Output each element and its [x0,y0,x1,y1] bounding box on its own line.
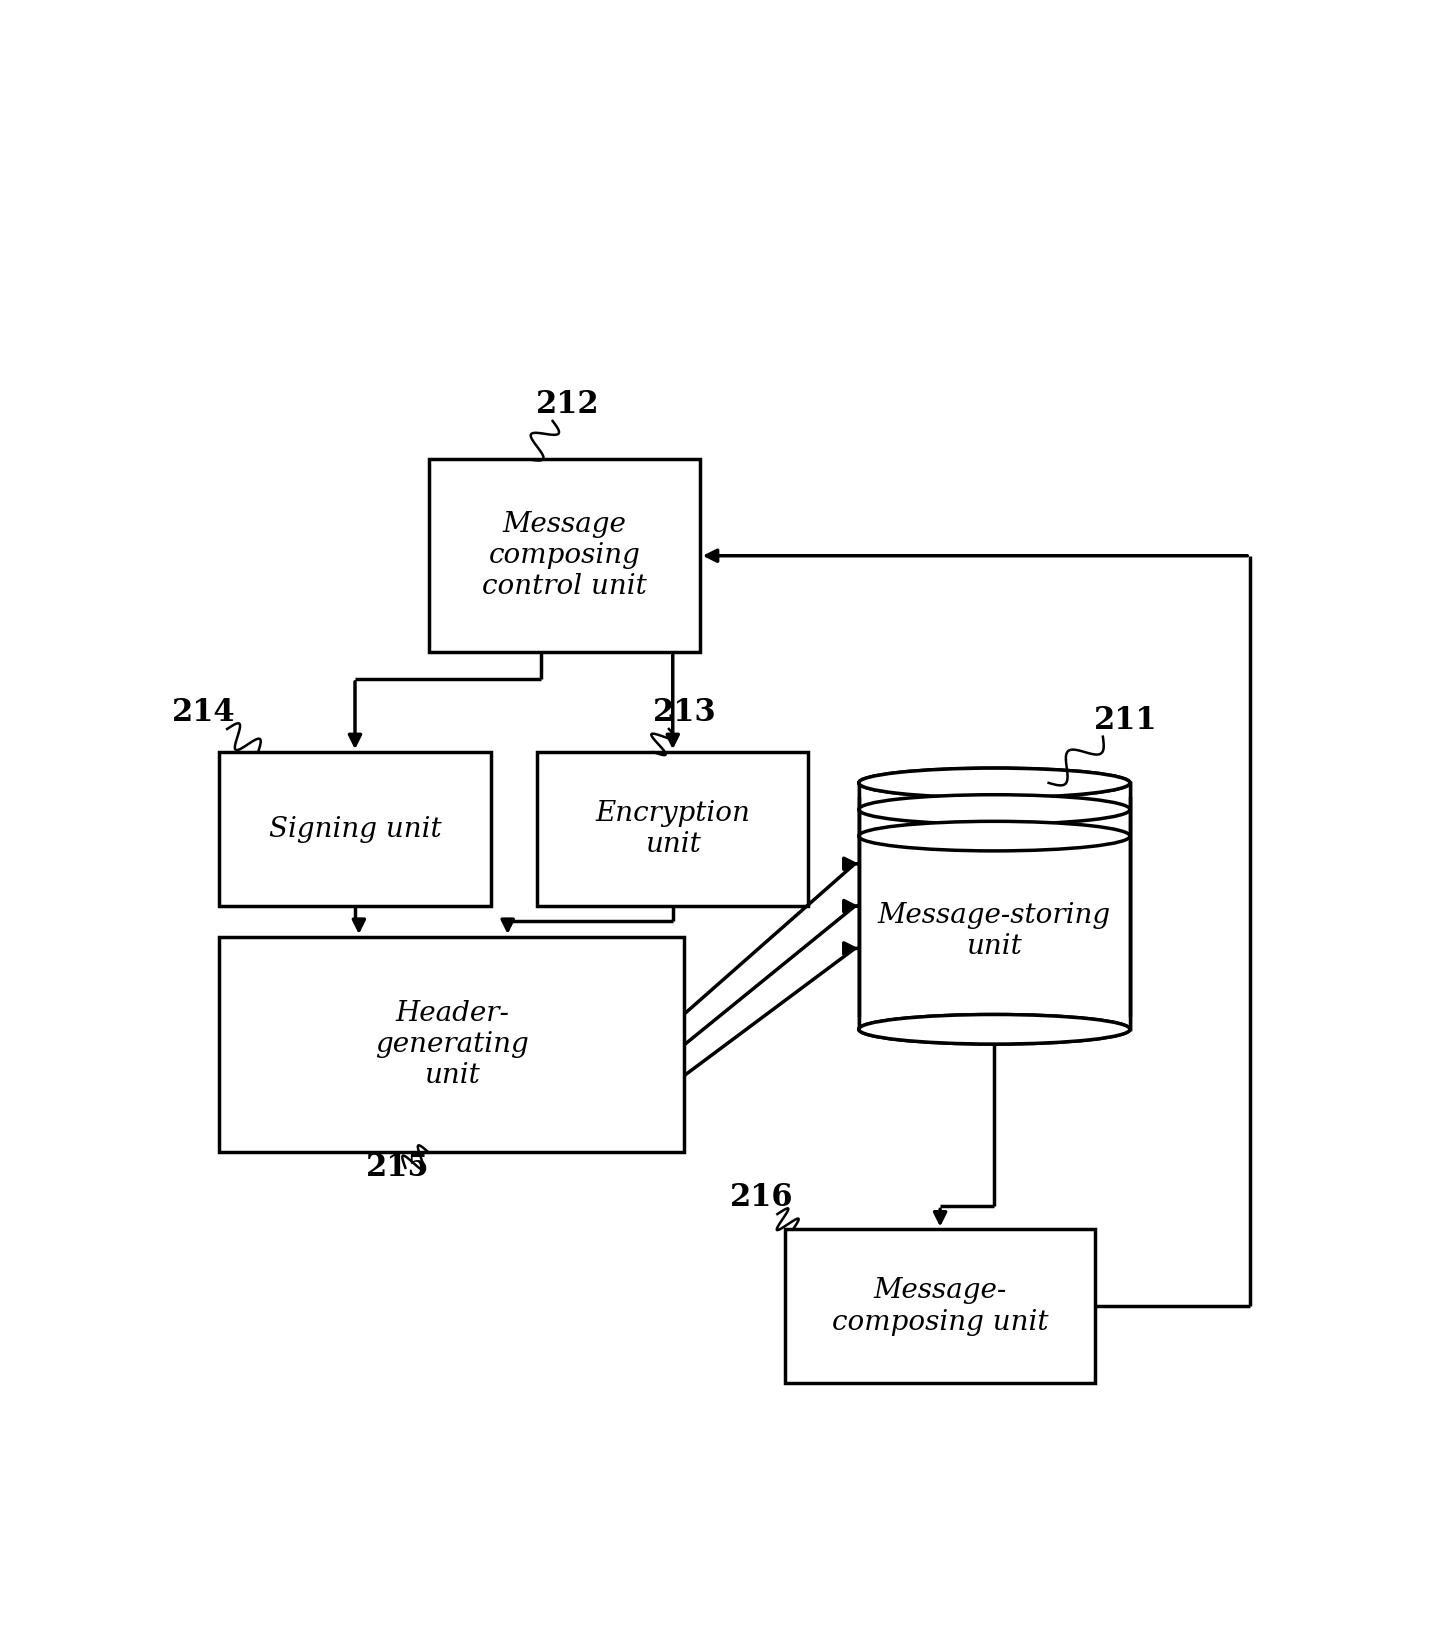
Text: Header-
generating
unit: Header- generating unit [376,999,529,1090]
Text: Encryption
unit: Encryption unit [595,801,750,858]
Bar [220,937,685,1152]
Bar [858,783,1130,1029]
Bar [785,1229,1095,1383]
Bar [220,752,491,906]
Ellipse shape [858,822,1130,852]
Text: 212: 212 [536,389,600,420]
Bar [538,752,808,906]
Text: Message
composing
control unit: Message composing control unit [481,510,646,601]
Text: 216: 216 [730,1183,793,1213]
Ellipse shape [858,794,1130,824]
Text: 214: 214 [172,697,236,729]
Text: 215: 215 [366,1152,429,1183]
Text: 211: 211 [1094,706,1157,737]
Text: Signing unit: Signing unit [269,816,441,842]
Text: Message-
composing unit: Message- composing unit [832,1277,1049,1336]
Bar [429,459,699,651]
Ellipse shape [858,1014,1130,1044]
Text: Message-storing
unit: Message-storing unit [877,901,1111,960]
Ellipse shape [858,768,1130,798]
Ellipse shape [858,768,1130,798]
Ellipse shape [858,1014,1130,1044]
Text: 213: 213 [653,697,717,729]
